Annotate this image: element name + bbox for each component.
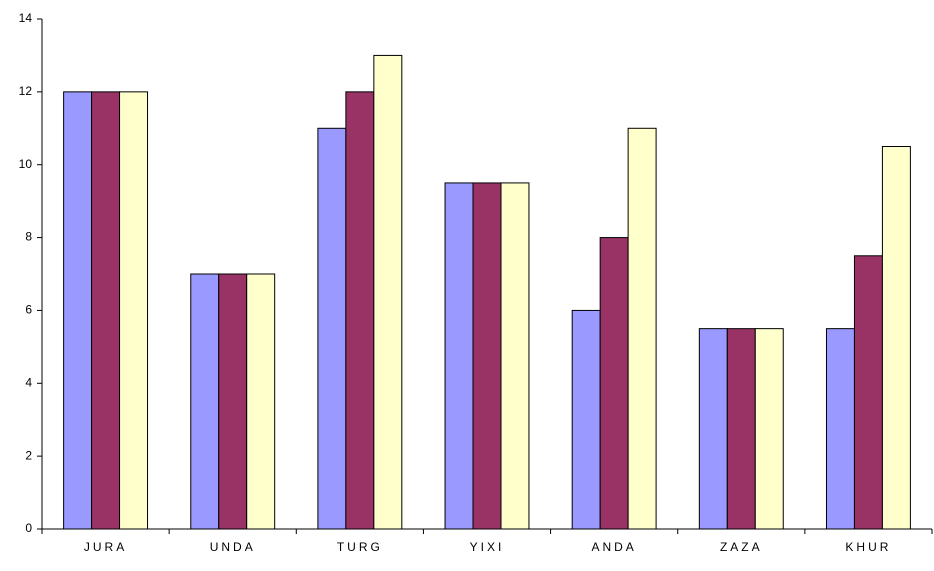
y-tick-label: 8: [25, 230, 32, 244]
bar: [218, 273, 248, 530]
bar: [881, 146, 911, 530]
bar: [317, 127, 347, 530]
y-tick-label: 10: [19, 157, 33, 171]
bar: [500, 182, 530, 530]
bar: [754, 328, 784, 530]
bar: [627, 127, 657, 530]
y-tick-label: 12: [19, 84, 33, 98]
x-tick-label: ZAZA: [720, 540, 763, 554]
bar: [726, 328, 756, 530]
y-tick-label: 2: [25, 448, 32, 462]
bar: [91, 91, 121, 530]
bar: [825, 328, 855, 530]
y-tick-label: 6: [25, 303, 32, 317]
bar: [63, 91, 93, 530]
y-tick-label: 4: [25, 375, 32, 389]
x-tick-label: YIXI: [470, 540, 505, 554]
x-tick-label: UNDA: [210, 540, 256, 554]
x-tick-label: KHUR: [845, 540, 891, 554]
bar: [698, 328, 728, 530]
bar: [345, 91, 375, 530]
x-tick-label: TURG: [337, 540, 383, 554]
bar: [599, 237, 629, 530]
x-tick-label: JURA: [84, 540, 127, 554]
bar: [119, 91, 149, 530]
bar: [853, 255, 883, 530]
bar: [472, 182, 502, 530]
bar: [571, 309, 601, 530]
x-tick-label: ANDA: [591, 540, 636, 554]
bar: [190, 273, 220, 530]
y-tick-label: 0: [25, 521, 32, 535]
bar: [373, 54, 403, 530]
bar: [444, 182, 474, 530]
y-tick-label: 14: [19, 11, 33, 25]
bar: [246, 273, 276, 530]
